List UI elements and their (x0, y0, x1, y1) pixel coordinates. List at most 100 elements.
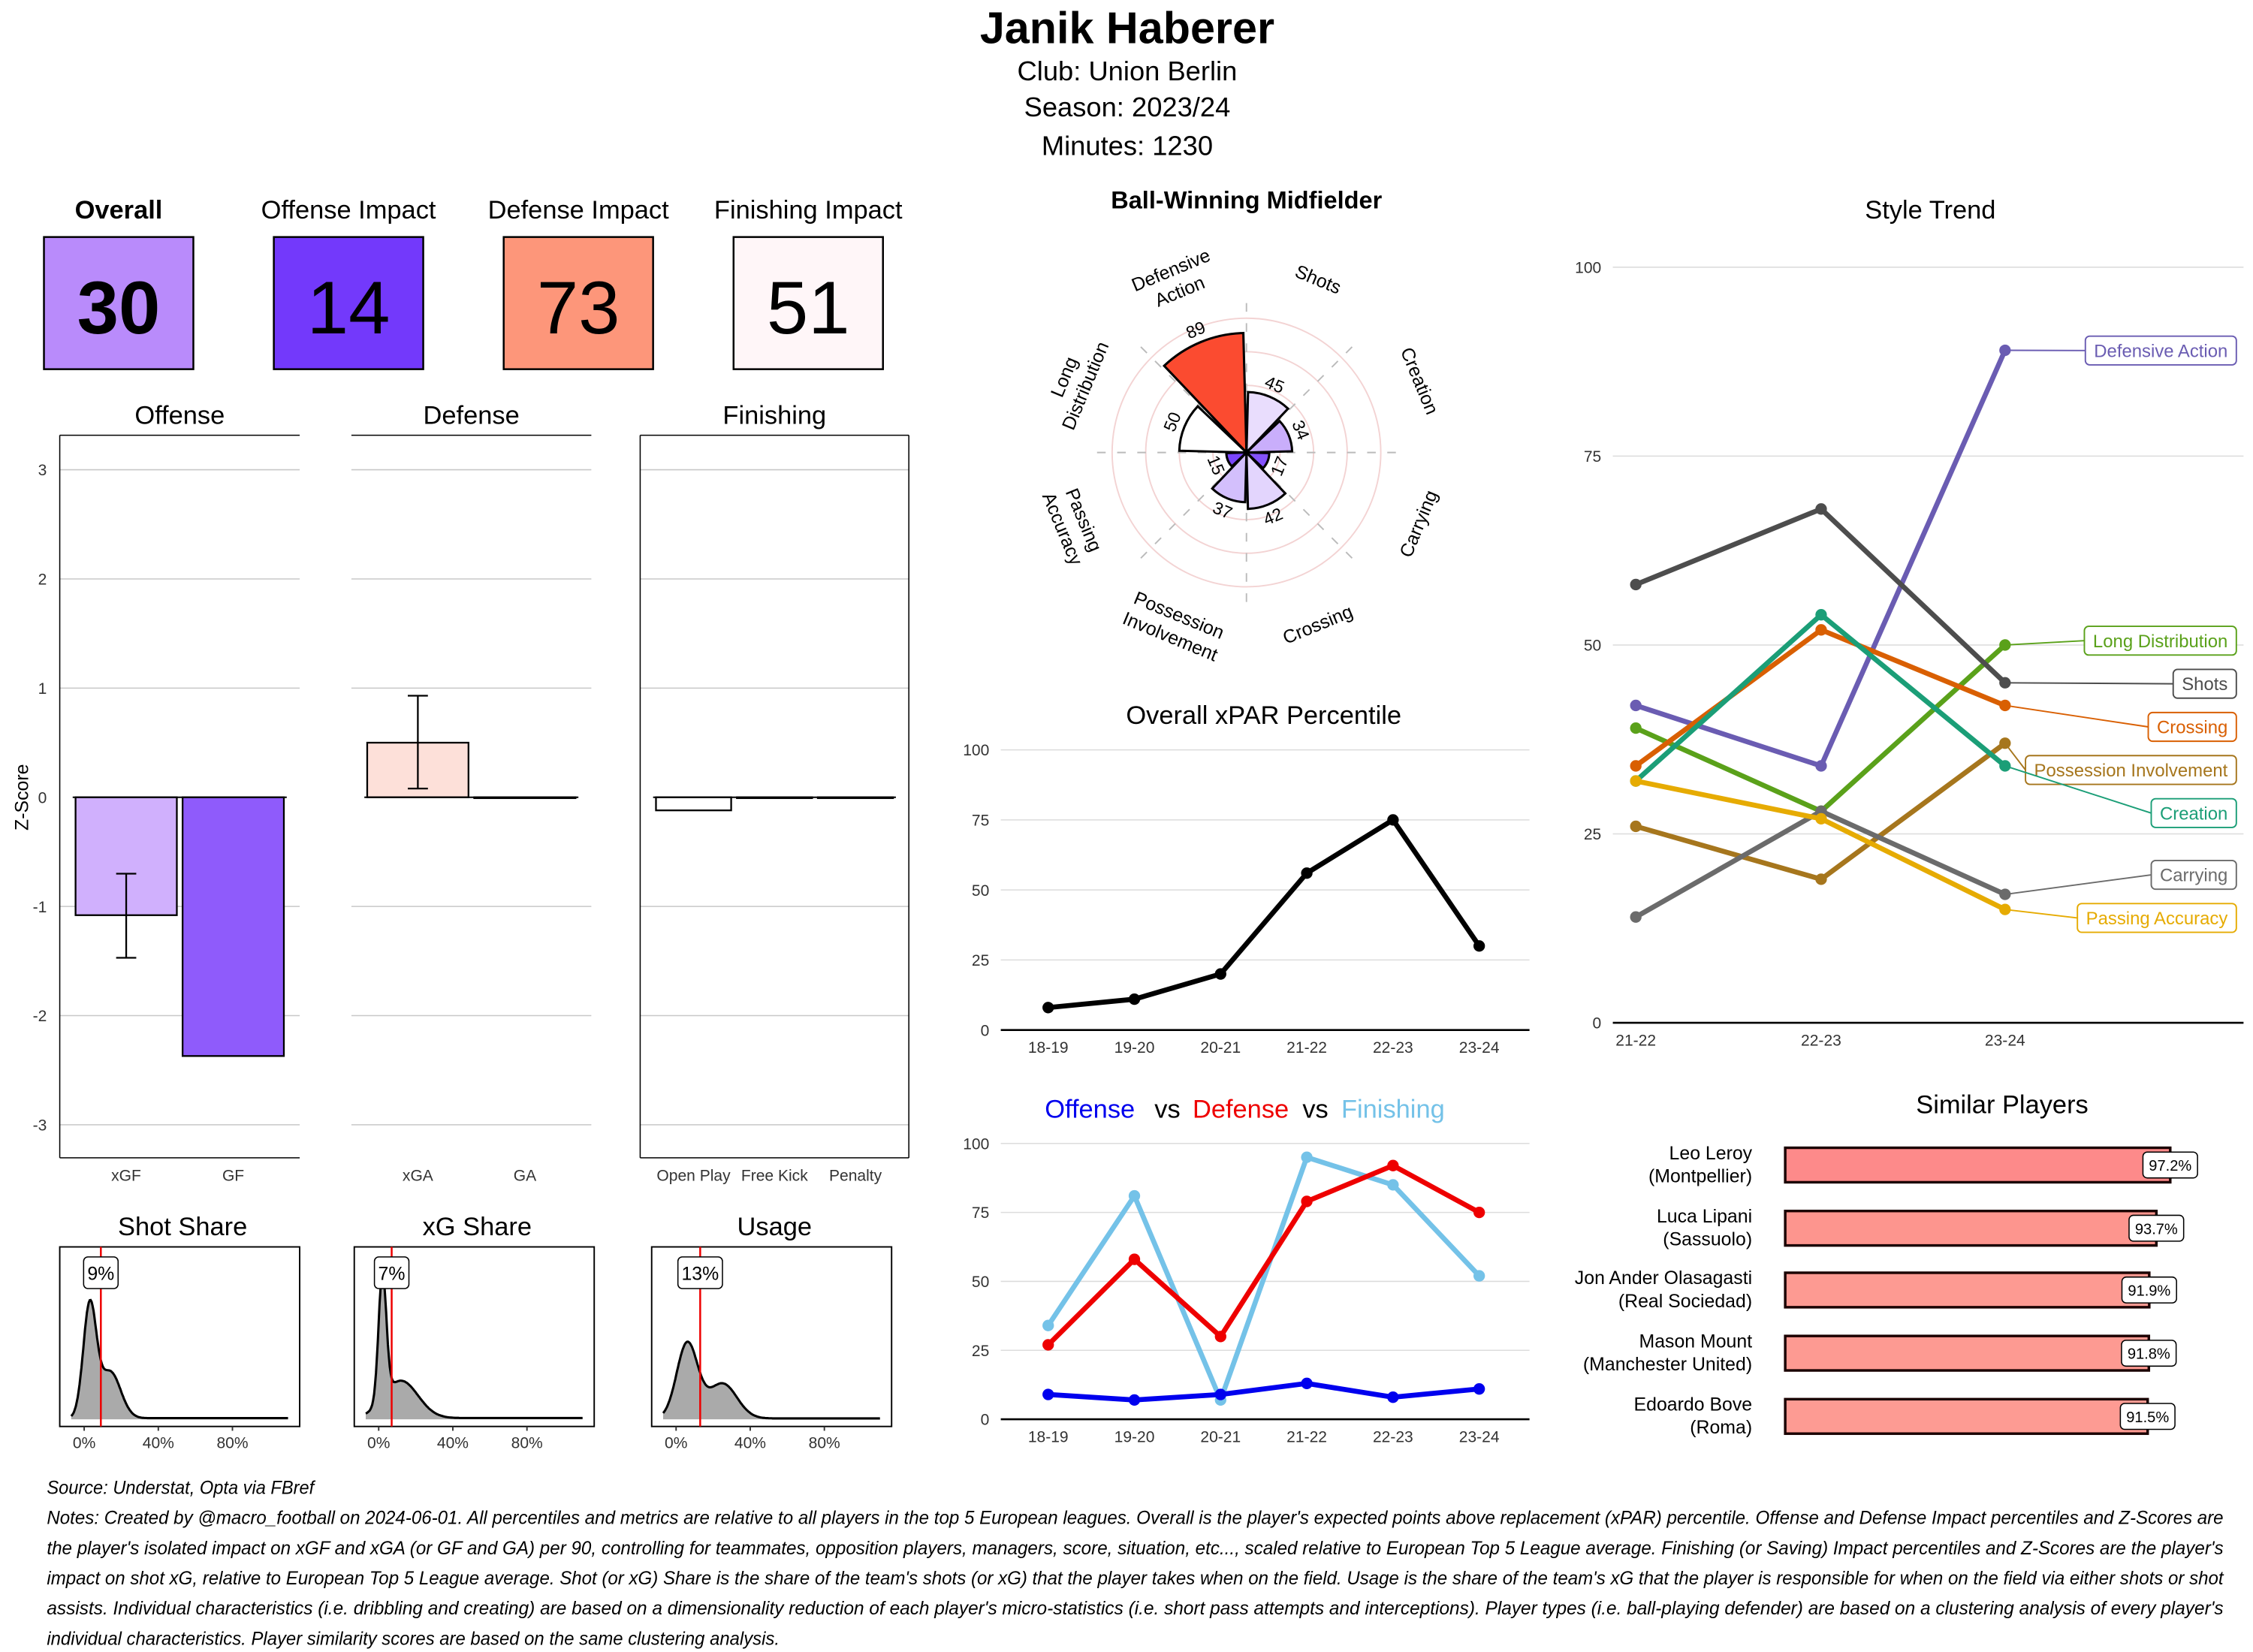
y-tick-label: 100 (1575, 259, 1601, 276)
impact-box (43, 236, 195, 370)
style-passing-accuracy-point (1815, 812, 1827, 825)
player-name: Luca Lipani (1657, 1206, 1752, 1227)
x-tick-label: 20-21 (1200, 1429, 1241, 1446)
z-bar-gf (181, 796, 285, 1057)
density-area (662, 1341, 880, 1420)
radar-title: Ball-Winning Midfielder (1111, 186, 1382, 213)
similarity-label-box (2128, 1214, 2185, 1242)
x-tick-label: Open Play (656, 1168, 731, 1185)
series-label-carrying: Carrying (2004, 859, 2237, 895)
defense-point (1042, 1339, 1054, 1351)
radar-bar-defensive-action (1162, 331, 1248, 456)
x-tick-label: xGF (111, 1168, 141, 1185)
impact-boxes: Overall 30 Offense Impact 14 Defense Impact 7… (43, 196, 903, 370)
style-carrying-point (1630, 911, 1642, 923)
y-tick-label: -2 (33, 1008, 47, 1025)
radar-bar-long-distribution (1178, 404, 1250, 454)
style-passing-accuracy-point (1999, 903, 2011, 915)
radar-category-label: PassingAccuracy (1038, 481, 1108, 568)
value-label: 7% (379, 1264, 406, 1285)
x-tick-label: 40% (437, 1434, 469, 1452)
impact-label: Defense Impact (488, 196, 670, 225)
y-tick-label: 75 (972, 812, 989, 830)
player-club: (Roma) (1690, 1417, 1752, 1438)
z-panel-finishing: Finishing Open Play Free Kick Penalty (639, 401, 909, 1185)
y-tick-label: 50 (972, 1274, 989, 1291)
player-name: Janik Haberer (980, 2, 1274, 53)
x-tick-label: 18-19 (1028, 1429, 1069, 1446)
radar-category-label: Shots (1292, 261, 1344, 298)
similar-player-row: Mason Mount(Manchester United) 91.8% (1583, 1331, 2177, 1375)
y-tick-label: 0 (38, 789, 47, 806)
x-tick-label: 18-19 (1028, 1039, 1069, 1057)
title-part: vs (1154, 1095, 1180, 1123)
radar-category-label: Carrying (1395, 487, 1442, 561)
x-tick-label: xGA (403, 1168, 433, 1185)
xpar-point (1301, 867, 1313, 879)
impact-label: Overall (75, 196, 163, 225)
density-area (365, 1272, 583, 1420)
y-tick-label: 50 (972, 882, 989, 900)
finishing-point (1042, 1319, 1054, 1331)
defense-point (1128, 1253, 1141, 1265)
player-club: (Sassuolo) (1663, 1229, 1752, 1250)
similarity-bar (1784, 1397, 2149, 1435)
xpar-point (1387, 814, 1399, 826)
density-area (71, 1300, 288, 1420)
y-tick-label: 0 (1593, 1015, 1602, 1032)
style-long-distribution-point (1630, 722, 1642, 734)
similarity-label-box (2121, 1340, 2177, 1367)
x-tick-label: GA (514, 1168, 536, 1185)
similar-player-row: Edoardo Bove(Roma) 91.5% (1634, 1394, 2176, 1438)
y-axis-label: Z-Score (11, 764, 32, 831)
offense-point (1128, 1394, 1141, 1406)
impact-label: Finishing Impact (714, 196, 903, 225)
x-tick-label: 40% (734, 1434, 766, 1452)
series-label: Crossing (2157, 718, 2227, 738)
value-label: 9% (87, 1264, 114, 1285)
notes-line: the player's isolated impact on xGF and … (47, 1538, 2224, 1559)
similar-player-row: Luca Lipani(Sassuolo) 93.7% (1657, 1206, 2185, 1250)
radar-bar-creation (1243, 419, 1294, 454)
notes-line: impact on shot xG, relative to European … (47, 1568, 2224, 1589)
offense-line (1048, 1380, 1479, 1403)
radar-value-label: 45 (1262, 372, 1288, 397)
style-defensive-action-line (1635, 349, 2007, 769)
panel-title: xG Share (423, 1213, 532, 1241)
y-tick-label: -1 (33, 899, 47, 916)
density-curve (70, 1298, 288, 1420)
title-part: Defense (1193, 1095, 1289, 1123)
series-label: Carrying (2160, 866, 2227, 886)
impact-value: 73 (537, 267, 620, 350)
series-label-crossing: Crossing (2004, 704, 2237, 743)
impact-box (732, 236, 884, 370)
style-crossing-point (1815, 624, 1827, 636)
finishing-line (1045, 1154, 1482, 1403)
value-label-box (373, 1256, 410, 1289)
x-tick-label: 80% (809, 1434, 840, 1452)
x-tick-label: 22-23 (1373, 1039, 1413, 1057)
radar-category-label: Creation (1396, 345, 1443, 418)
x-tick-label: 22-23 (1373, 1429, 1413, 1446)
style-defensive-action-point (1815, 760, 1827, 772)
finishing-point (1387, 1179, 1399, 1191)
style-crossing-point (1630, 760, 1642, 772)
season-line: Season: 2023/24 (1024, 92, 1231, 122)
x-tick-label: 20-21 (1200, 1039, 1241, 1057)
x-tick-label: Penalty (829, 1168, 882, 1185)
radar-grid-circle (1111, 317, 1382, 588)
density-panel-shot-share: Shot Share 9% 0% 40% 80% (59, 1213, 301, 1452)
value-label-box (83, 1256, 119, 1289)
radar-value-label: 89 (1183, 317, 1208, 342)
offense-point (1473, 1383, 1485, 1395)
y-tick-label: 100 (963, 742, 989, 759)
x-tick-label: GF (222, 1168, 244, 1185)
chart-title: Overall xPAR Percentile (1126, 701, 1401, 730)
y-tick-label: 25 (1584, 826, 1601, 843)
x-tick-label: 19-20 (1114, 1429, 1155, 1446)
player-club: (Montpellier) (1648, 1165, 1752, 1186)
x-tick-label: 40% (143, 1434, 174, 1452)
style-shots-line (1634, 506, 2007, 685)
similarity-bar (1784, 1209, 2158, 1247)
